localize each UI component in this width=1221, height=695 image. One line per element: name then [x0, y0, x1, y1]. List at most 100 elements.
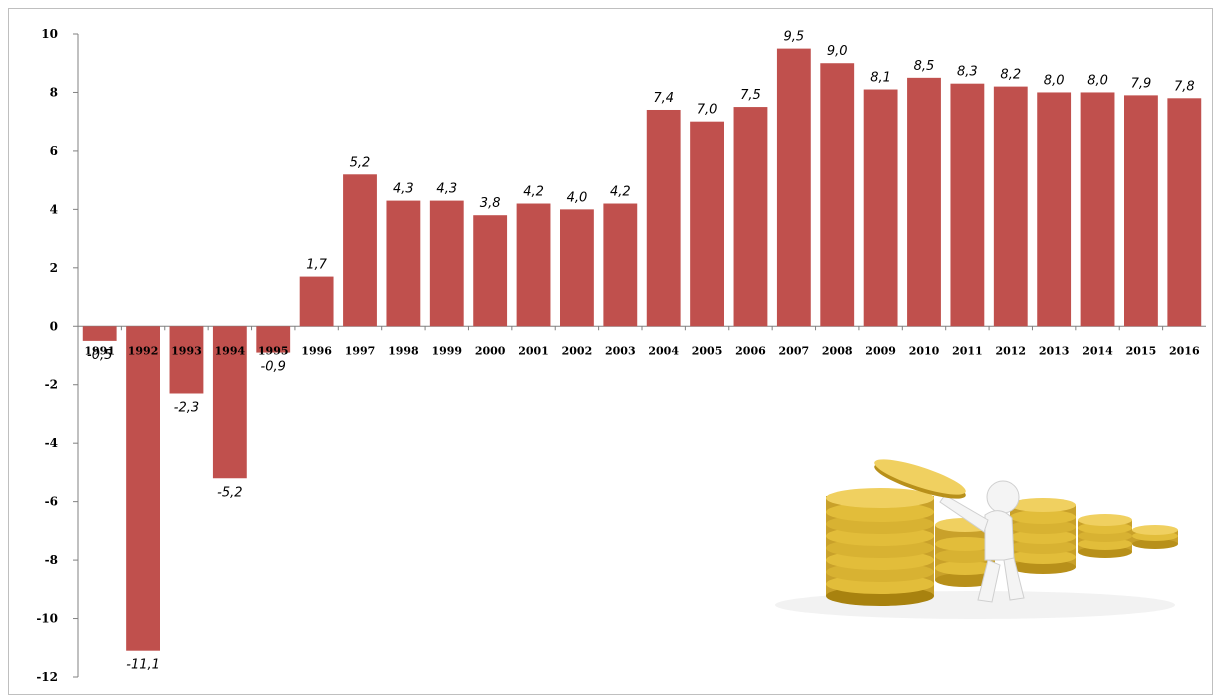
- bar-2013: [1037, 92, 1072, 327]
- bar-2012: [993, 86, 1028, 327]
- x-tick-label: 1999: [431, 344, 462, 357]
- data-label-2013: 8,0: [1044, 73, 1065, 88]
- bar-2004: [646, 109, 681, 327]
- data-label-1998: 4,3: [393, 182, 414, 197]
- coin-stack-large: [826, 488, 934, 606]
- x-tick-label: 2014: [1082, 344, 1113, 357]
- bar-1992: [126, 326, 160, 651]
- data-label-2000: 3,8: [480, 196, 501, 211]
- data-label-2015: 7,9: [1131, 76, 1152, 91]
- x-tick-label: 1995: [258, 344, 289, 357]
- bar-1998: [386, 200, 421, 327]
- data-label-2009: 8,1: [870, 71, 891, 86]
- x-tick-label: 2013: [1039, 344, 1070, 357]
- bar-2011: [950, 83, 985, 327]
- bar-2014: [1080, 92, 1115, 327]
- data-labels: -0,5 -11,1 -2,3 -5,2 -0,9 1,7 5,2 4,3 4,3 3,8 4,2 4…: [87, 30, 1195, 673]
- bar-1993: [169, 326, 204, 394]
- figure-person: [939, 480, 1025, 603]
- data-label-2010: 8,5: [914, 59, 935, 74]
- x-tick-label: 2002: [562, 344, 593, 357]
- bar-2007: [776, 48, 811, 327]
- y-tick-label: 10: [41, 27, 58, 41]
- x-tick-label: 2008: [822, 344, 853, 357]
- bar-2005: [690, 121, 724, 327]
- data-label-2007: 9,5: [784, 30, 805, 45]
- data-label-2002: 4,0: [567, 190, 588, 205]
- x-tick-label: 1991: [84, 344, 115, 357]
- x-tick-label: 1996: [301, 344, 332, 357]
- data-label-1991: -0,5: [87, 348, 112, 363]
- bar-1997: [343, 174, 377, 327]
- x-tick-label: 1994: [215, 344, 246, 357]
- y-tick-label: 0: [50, 319, 58, 333]
- data-label-2001: 4,2: [523, 185, 544, 200]
- y-tick-label: -4: [45, 436, 58, 450]
- data-label-1999: 4,3: [436, 182, 457, 197]
- bar-2000: [473, 215, 508, 327]
- data-label-1994: -5,2: [217, 485, 242, 500]
- x-tick-label: 1997: [345, 344, 376, 357]
- data-label-2014: 8,0: [1087, 73, 1108, 88]
- y-tick-label: -10: [36, 612, 58, 626]
- y-tick-label: 2: [50, 261, 58, 275]
- x-tick-label: 2016: [1169, 344, 1200, 357]
- data-label-2005: 7,0: [697, 103, 718, 118]
- y-tick-label: -8: [45, 553, 58, 567]
- y-tick-label: 6: [50, 144, 58, 158]
- data-label-2012: 8,2: [1000, 68, 1021, 83]
- data-label-2016: 7,8: [1174, 79, 1195, 94]
- bar-1991: [82, 326, 117, 341]
- data-label-1992: -11,1: [126, 658, 160, 673]
- bar-1994: [212, 326, 247, 479]
- data-label-2006: 7,5: [740, 88, 761, 103]
- data-label-2008: 9,0: [827, 44, 848, 59]
- coins-figure-icon: [775, 459, 1178, 619]
- y-tick-label: 4: [50, 202, 58, 216]
- x-tick-label: 2015: [1126, 344, 1157, 357]
- bar-2003: [603, 203, 638, 327]
- data-label-1993: -2,3: [174, 400, 199, 415]
- bar-2016: [1167, 98, 1202, 327]
- x-tick-label: 2001: [518, 344, 549, 357]
- y-tick-label: 8: [50, 85, 58, 99]
- coin-stack-small: [1132, 525, 1178, 549]
- x-tick-label: 2004: [648, 344, 679, 357]
- y-tick-label: -12: [36, 670, 58, 684]
- x-tick-label: 1992: [128, 344, 159, 357]
- x-tick-label: 2010: [909, 344, 940, 357]
- data-label-2003: 4,2: [610, 185, 631, 200]
- y-tick-label: -2: [45, 378, 58, 392]
- x-tick-label: 2007: [779, 344, 810, 357]
- bar-2015: [1124, 95, 1158, 327]
- coin-stack-medium: [1078, 514, 1132, 558]
- bar-2002: [560, 209, 594, 327]
- bar-2008: [820, 63, 855, 327]
- x-tick-label: 2000: [475, 344, 506, 357]
- x-tick-label: 2003: [605, 344, 636, 357]
- bar-1999: [429, 200, 464, 327]
- y-tick-labels: 10 8 6 4 2 0 -2 -4 -6 -8 -10 -12: [36, 27, 58, 684]
- data-label-1995: -0,9: [261, 360, 286, 375]
- coin-stack-right: [1010, 498, 1076, 574]
- x-tick-label: 2009: [865, 344, 896, 357]
- x-tick-label: 1998: [388, 344, 419, 357]
- bar-1996: [299, 276, 334, 327]
- bar-2001: [516, 203, 551, 327]
- data-label-2004: 7,4: [653, 91, 674, 106]
- data-label-1996: 1,7: [306, 258, 327, 273]
- bar-2006: [733, 107, 768, 327]
- lifted-coin: [874, 459, 966, 499]
- x-tick-label: 1993: [171, 344, 202, 357]
- x-tick-labels: 1991 1992 1993 1994 1995 1996 1997 1998 1999 2000…: [84, 344, 1200, 357]
- x-tick-label: 2005: [692, 344, 723, 357]
- data-label-1997: 5,2: [350, 155, 371, 170]
- y-tick-label: -6: [45, 495, 58, 509]
- data-label-2011: 8,3: [957, 65, 978, 80]
- bar-2009: [863, 89, 898, 327]
- x-tick-label: 2011: [952, 344, 983, 357]
- bars: [82, 48, 1202, 651]
- x-tick-label: 2006: [735, 344, 766, 357]
- bar-2010: [907, 77, 941, 327]
